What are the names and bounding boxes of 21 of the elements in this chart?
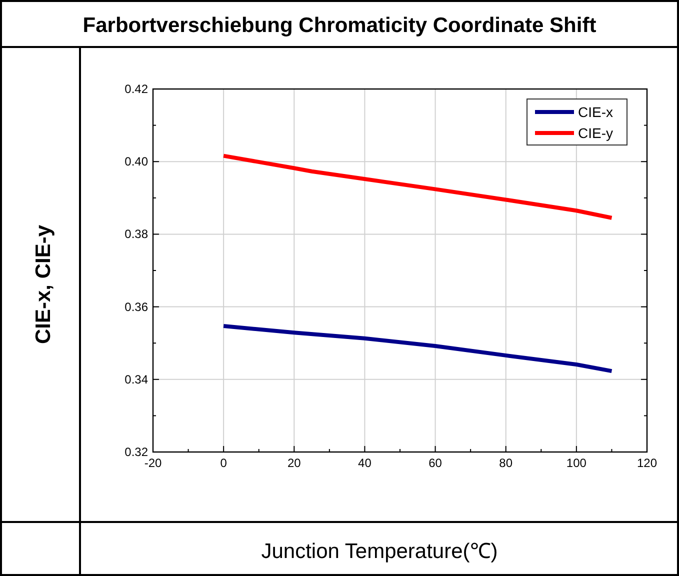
y-axis-title: CIE-x, CIE-y xyxy=(32,224,55,344)
x-tick-label: 80 xyxy=(499,456,513,470)
y-tick-label: 0.38 xyxy=(124,227,148,242)
y-tick-label: 0.32 xyxy=(124,445,148,459)
x-tick-label: 20 xyxy=(287,456,302,470)
x-tick-label: 0 xyxy=(220,456,228,470)
y-tick-label: 0.42 xyxy=(124,82,148,96)
line-series xyxy=(222,154,614,220)
x-tick-label: 40 xyxy=(358,456,372,470)
x-axis-title: Junction Temperature(℃) xyxy=(261,540,498,563)
chart-title: Farbortverschiebung Chromaticity Coordinate Shift xyxy=(82,14,596,37)
x-tick-label: -20 xyxy=(144,456,162,470)
y-tick-label: 0.36 xyxy=(124,300,148,314)
x-tick-label: 100 xyxy=(566,456,587,470)
legend-label: CIE-x xyxy=(578,104,613,120)
line-series xyxy=(222,324,614,374)
x-tick-label: 60 xyxy=(428,456,442,470)
x-tick-label: 120 xyxy=(636,456,658,470)
legend-label: CIE-y xyxy=(578,125,613,141)
y-tick-label: 0.34 xyxy=(124,372,148,386)
y-tick-label: 0.40 xyxy=(124,154,148,169)
